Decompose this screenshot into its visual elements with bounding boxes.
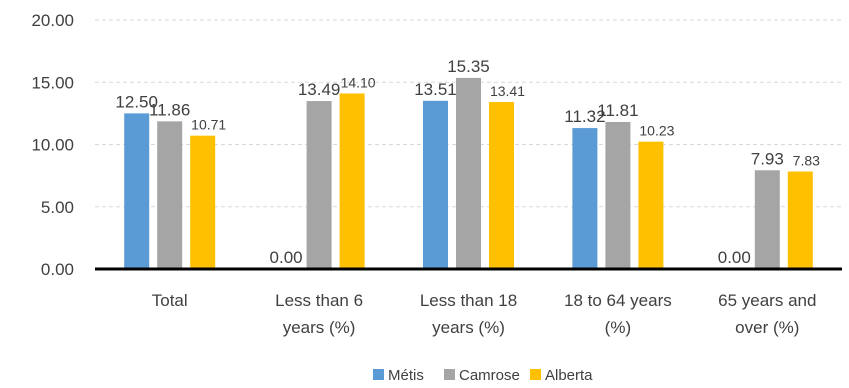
legend-label: Alberta — [545, 367, 593, 384]
legend-label: Métis — [388, 367, 424, 384]
data-label: 0.00 — [718, 248, 751, 267]
legend-swatch — [444, 369, 455, 380]
data-label: 13.51 — [414, 80, 457, 99]
x-tick-label: Less than 18 — [420, 291, 517, 310]
data-label: 15.35 — [447, 57, 490, 76]
legend-swatch — [530, 369, 541, 380]
data-label: 10.71 — [191, 117, 226, 133]
bar-alberta — [489, 102, 514, 269]
y-tick-label: 10.00 — [31, 136, 74, 155]
x-tick-label: (%) — [605, 318, 631, 337]
bar-camrose — [754, 170, 780, 269]
data-label: 7.93 — [751, 149, 784, 168]
bar-m-tis — [572, 128, 598, 269]
legend-label: Camrose — [459, 367, 520, 384]
x-tick-label: years (%) — [432, 318, 505, 337]
data-label: 7.83 — [793, 153, 820, 169]
x-tick-label: years (%) — [283, 318, 356, 337]
bar-m-tis — [124, 113, 150, 269]
bar-m-tis — [423, 100, 448, 269]
data-label: 11.86 — [149, 100, 190, 119]
bar-camrose — [605, 121, 631, 269]
data-label: 10.23 — [639, 123, 674, 139]
bar-alberta — [787, 171, 813, 269]
bar-alberta — [190, 135, 216, 269]
data-label: 13.41 — [490, 83, 525, 99]
x-tick-label: 65 years and — [718, 291, 816, 310]
y-tick-label: 0.00 — [41, 260, 74, 279]
bar-camrose — [157, 121, 183, 269]
data-label: 12.50 — [115, 92, 158, 111]
legend: Métis Camrose Alberta — [373, 367, 593, 384]
x-tick-label: Total — [152, 291, 188, 310]
data-label: 11.81 — [597, 101, 638, 120]
bar-alberta — [339, 93, 365, 269]
y-tick-label: 5.00 — [41, 198, 74, 217]
y-axis: 0.00 5.00 10.00 15.00 20.00 — [31, 11, 74, 279]
legend-swatch — [373, 369, 384, 380]
data-label: 14.10 — [341, 74, 376, 90]
x-tick-label: over (%) — [735, 318, 799, 337]
y-tick-label: 20.00 — [31, 11, 74, 30]
bar-alberta — [638, 141, 664, 269]
data-label: 11.32 — [564, 107, 605, 126]
bar-camrose — [306, 101, 332, 269]
y-tick-label: 15.00 — [31, 73, 74, 92]
data-label: 13.49 — [298, 80, 341, 99]
x-axis: Total Less than 6 years (%) Less than 18 yea… — [95, 267, 842, 337]
x-tick-label: Less than 6 — [275, 291, 363, 310]
data-label: 0.00 — [270, 248, 303, 267]
bar-camrose — [456, 77, 481, 269]
x-tick-label: 18 to 64 years — [564, 291, 672, 310]
bars — [124, 77, 813, 269]
